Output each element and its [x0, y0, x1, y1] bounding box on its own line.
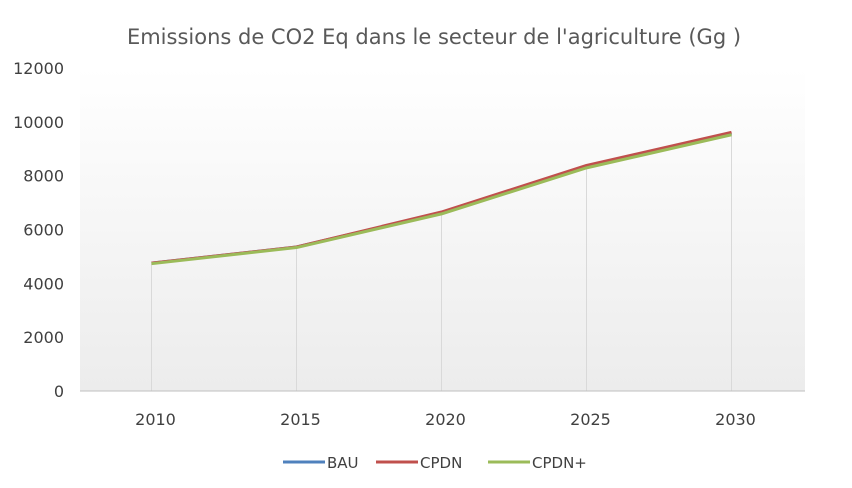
drop-lines [151, 132, 732, 391]
y-tick-label: 12000 [13, 59, 64, 78]
x-axis-ticks: 2010 2015 2020 2025 2030 [135, 410, 756, 429]
x-tick-label: 2020 [425, 410, 466, 429]
legend: BAU CPDN CPDN+ [283, 454, 587, 472]
x-tick-label: 2025 [570, 410, 611, 429]
y-axis-ticks: 0 2000 4000 6000 8000 10000 12000 [13, 59, 64, 401]
chart-title: Emissions de CO2 Eq dans le secteur de l… [127, 25, 741, 49]
y-tick-label: 4000 [23, 274, 64, 293]
x-tick-label: 2010 [135, 410, 176, 429]
legend-label: CPDN [420, 454, 462, 472]
legend-label: CPDN+ [532, 454, 587, 472]
series-line-cpdn- [151, 133, 732, 266]
series-lines [151, 130, 732, 266]
y-tick-label: 6000 [23, 221, 64, 240]
plot-area [80, 68, 805, 391]
y-tick-label: 8000 [23, 167, 64, 186]
x-tick-label: 2030 [715, 410, 756, 429]
y-tick-label: 10000 [13, 113, 64, 132]
legend-label: BAU [327, 454, 359, 472]
y-tick-label: 2000 [23, 328, 64, 347]
x-tick-label: 2015 [280, 410, 321, 429]
y-tick-label: 0 [54, 382, 64, 401]
